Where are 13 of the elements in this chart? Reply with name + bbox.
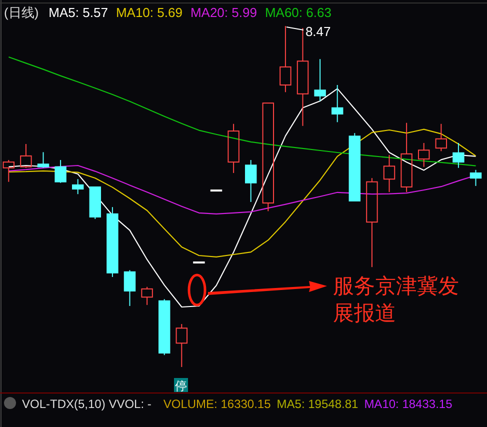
text: VOLUME: 16330.15 [163, 397, 272, 411]
chart-title: (日线) [4, 5, 39, 20]
note: 服务京津冀发 [333, 275, 459, 298]
text: MA10: 18433.15 [364, 397, 453, 411]
text: 停 [175, 379, 187, 393]
note: 展报道 [333, 302, 396, 325]
text: MA20: 5.99 [190, 5, 257, 20]
text: MA60: 6.63 [264, 5, 332, 20]
text: MA5: 5.57 [48, 5, 108, 20]
annotation: 8.47 [305, 24, 331, 39]
text: MA5: 19548.81 [276, 397, 358, 411]
text: MA10: 5.69 [116, 5, 182, 20]
text: VOL-TDX(5,10) VVOL: - [22, 397, 152, 411]
